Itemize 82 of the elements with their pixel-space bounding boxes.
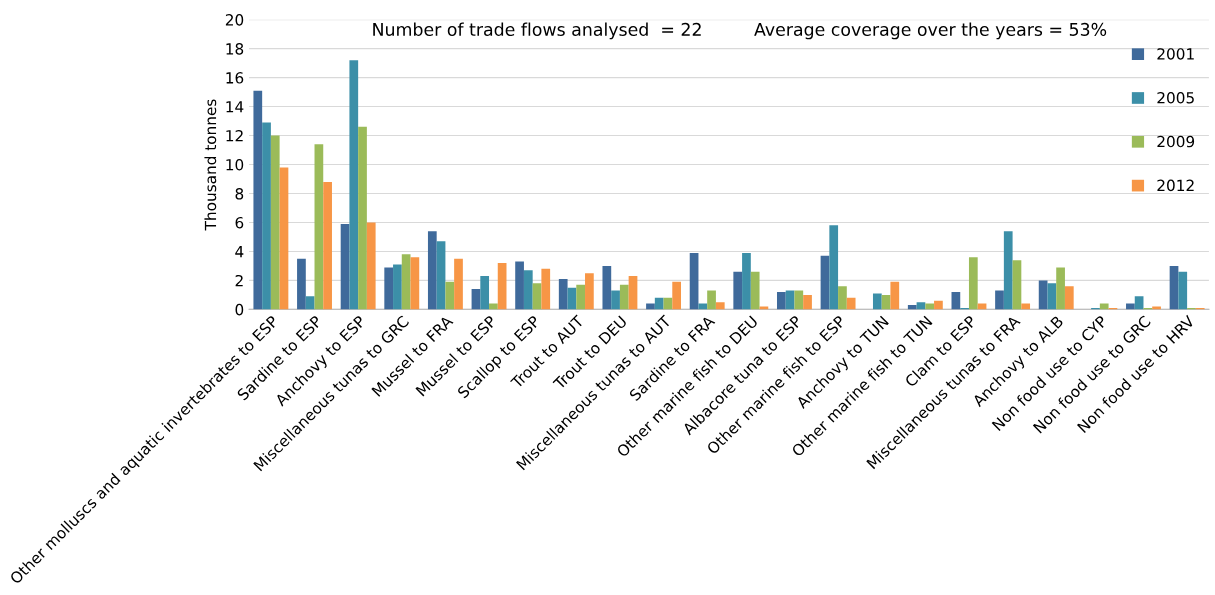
bar <box>776 292 786 310</box>
bar <box>829 225 839 310</box>
bar <box>1038 280 1048 310</box>
bar <box>995 290 1004 310</box>
y-tick-label: 6 <box>235 216 244 229</box>
bar <box>314 144 324 310</box>
bar <box>576 284 586 310</box>
bar <box>715 302 725 310</box>
bar <box>358 126 367 310</box>
bar <box>654 297 664 310</box>
bar <box>689 252 699 310</box>
bar <box>750 271 760 310</box>
bar <box>436 241 446 310</box>
bar <box>707 290 716 310</box>
y-tick-label: 14 <box>226 101 244 113</box>
bar <box>803 294 812 310</box>
bar <box>515 261 524 310</box>
bar <box>471 289 481 310</box>
bar <box>934 300 943 310</box>
y-tick-label: 10 <box>226 158 244 171</box>
bar <box>820 255 830 310</box>
bar <box>1178 271 1188 310</box>
bar <box>410 257 420 310</box>
bar <box>297 258 306 310</box>
bar <box>262 122 271 310</box>
bar <box>323 181 332 310</box>
bar <box>523 270 533 310</box>
legend-label: 2012 <box>1157 179 1194 192</box>
bar <box>279 167 289 310</box>
bar <box>1056 267 1065 310</box>
bar <box>838 286 847 310</box>
y-tick-label: 0 <box>235 303 244 316</box>
bar <box>872 293 882 310</box>
bar <box>497 263 507 310</box>
bar <box>742 252 751 310</box>
bar <box>846 297 856 310</box>
bar <box>532 283 542 310</box>
bar <box>384 267 394 310</box>
bar <box>672 281 682 310</box>
bar <box>907 305 917 310</box>
bar <box>253 90 263 310</box>
y-tick-label: 20 <box>225 14 244 26</box>
bar <box>480 276 490 310</box>
bar <box>454 258 463 310</box>
bar <box>366 222 376 310</box>
bar <box>1003 231 1013 310</box>
bar <box>541 268 551 310</box>
legend-label: 2005 <box>1157 91 1194 104</box>
bar <box>1064 286 1074 310</box>
y-axis-title: Thousand tonnes <box>204 99 217 231</box>
bar <box>1169 265 1179 310</box>
bar <box>305 296 315 310</box>
bar <box>733 271 743 310</box>
bar <box>619 284 629 310</box>
y-tick-label: 2 <box>235 274 243 287</box>
y-tick-label: 8 <box>235 187 244 200</box>
legend-label: 2009 <box>1157 135 1195 148</box>
legend-label: 2001 <box>1157 48 1194 60</box>
bar <box>270 135 280 310</box>
bar <box>602 265 612 310</box>
y-tick-label: 4 <box>235 246 244 258</box>
bar <box>401 254 411 310</box>
bar <box>1134 296 1144 310</box>
annotation: Average coverage over the years = 53% <box>754 22 1107 40</box>
bar <box>427 231 437 310</box>
bar <box>968 257 978 310</box>
bar <box>585 273 594 310</box>
bar <box>628 276 638 310</box>
bar <box>558 278 568 310</box>
bar <box>890 281 900 310</box>
y-tick-label: 16 <box>226 72 244 84</box>
y-tick-label: 18 <box>226 43 244 55</box>
bar <box>349 60 359 310</box>
bar <box>393 264 402 310</box>
bar <box>1012 260 1022 310</box>
bar <box>445 281 455 310</box>
bar <box>340 223 350 310</box>
bar <box>611 290 620 310</box>
annotation: Number of trade flows analysed = 22 <box>373 22 701 40</box>
y-tick-label: 12 <box>226 130 243 142</box>
bar <box>1047 283 1057 310</box>
bar <box>794 290 804 310</box>
